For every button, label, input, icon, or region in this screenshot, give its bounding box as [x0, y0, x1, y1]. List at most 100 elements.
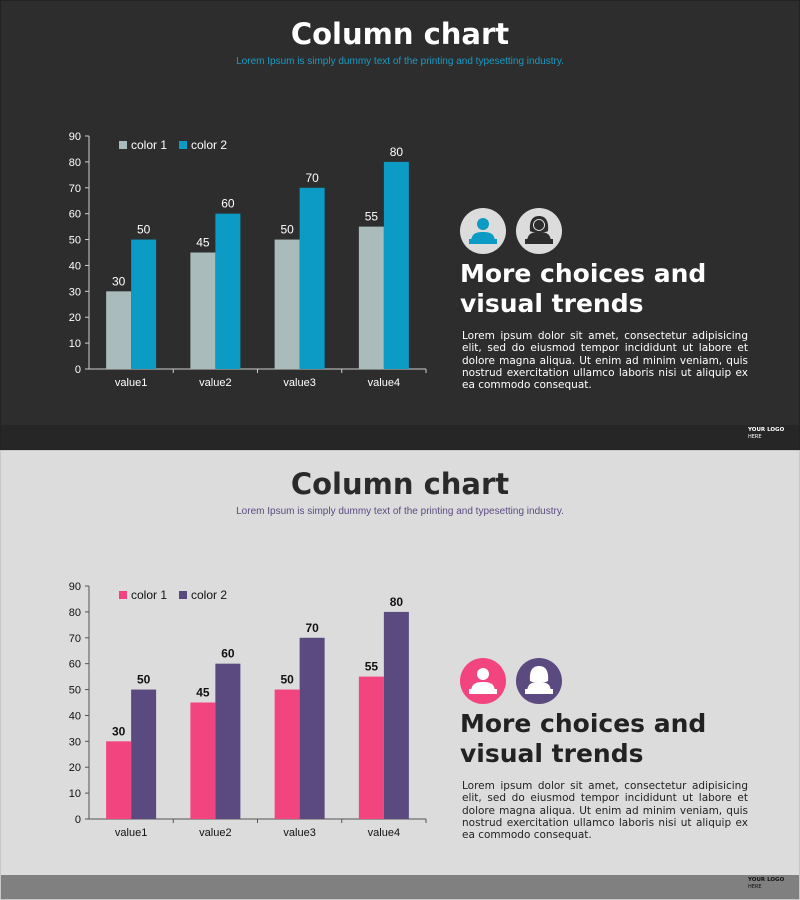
bar-2-value4	[383, 161, 409, 369]
slide-subtitle: Lorem Ipsum is simply dummy text of the …	[236, 506, 564, 517]
heading-line-2: visual trends	[460, 289, 644, 318]
logo-line-1: YOUR LOGO	[748, 427, 785, 433]
slide-light: Column chart Lorem Ipsum is simply dummy…	[0, 450, 800, 900]
logo-placeholder: YOUR LOGO HERE	[748, 427, 784, 441]
data-label: 50	[137, 223, 151, 237]
footer-band	[1, 425, 799, 449]
bar-1-value3	[274, 689, 300, 819]
y-tick-label: 0	[75, 814, 81, 826]
column-chart-svg: 0 10 20 30 40 50 60 70 80 90 30 50 value1 45 60 value2 5…	[69, 131, 427, 389]
woman-speaker-icon	[516, 208, 562, 254]
bar-1-value2	[190, 252, 216, 369]
x-tick-label: value3	[283, 827, 315, 839]
data-label: 60	[221, 197, 235, 211]
bar-2-value2	[215, 213, 241, 369]
data-label: 30	[112, 274, 126, 288]
bar-2-value4	[383, 611, 409, 819]
legend-swatch	[179, 591, 187, 599]
bar-1-value4	[358, 226, 384, 369]
y-tick-label: 90	[69, 131, 81, 143]
data-label: 70	[305, 171, 319, 185]
data-label: 45	[196, 686, 210, 700]
x-tick-label: value3	[283, 377, 315, 389]
y-tick-label: 0	[75, 364, 81, 376]
legend-swatch	[119, 591, 127, 599]
y-tick-label: 30	[69, 286, 81, 298]
bar-2-value3	[299, 637, 325, 819]
heading-line-1: More choices and	[460, 709, 707, 738]
body-paragraph: Lorem ipsum dolor sit amet, consectetur …	[462, 780, 748, 842]
y-tick-label: 80	[69, 607, 81, 619]
bar-2-value2	[215, 663, 241, 819]
data-label: 50	[137, 673, 151, 687]
icon-row	[460, 208, 562, 254]
x-tick-label: value2	[199, 827, 231, 839]
y-tick-label: 40	[69, 260, 81, 272]
y-tick-label: 10	[69, 788, 81, 800]
logo-line-1: YOUR LOGO	[748, 877, 785, 883]
legend-label: color 1	[131, 588, 167, 602]
bar-2-value3	[299, 187, 325, 369]
y-tick-label: 30	[69, 736, 81, 748]
bar-2-value1	[131, 239, 157, 369]
legend-swatch	[119, 141, 127, 149]
bar-1-value2	[190, 702, 216, 819]
y-tick-label: 60	[69, 209, 81, 221]
legend-label: color 2	[191, 588, 227, 602]
x-tick-label: value4	[368, 827, 400, 839]
y-tick-label: 20	[69, 312, 81, 324]
heading-line-1: More choices and	[460, 259, 707, 288]
y-tick-label: 20	[69, 762, 81, 774]
y-tick-label: 50	[69, 685, 81, 697]
bar-1-value3	[274, 239, 300, 369]
heading-line-2: visual trends	[460, 739, 644, 768]
bar-1-value4	[358, 676, 384, 819]
y-tick-label: 90	[69, 581, 81, 593]
legend-label: color 1	[131, 138, 167, 152]
slide-title: Column chart	[290, 17, 510, 51]
data-label: 45	[196, 236, 210, 250]
column-chart-svg: 0 10 20 30 40 50 60 70 80 90 30 50 value1 45 60 value2 5…	[69, 581, 427, 839]
section-heading: More choices and visual trends	[460, 709, 760, 769]
body-paragraph: Lorem ipsum dolor sit amet, consectetur …	[462, 330, 748, 392]
man-speaker-icon	[460, 208, 506, 254]
data-label: 55	[365, 210, 379, 224]
man-speaker-icon	[460, 658, 506, 704]
x-tick-label: value1	[115, 377, 147, 389]
column-chart: 0 10 20 30 40 50 60 70 80 90 30 50 value1 45 60 value2 5…	[51, 576, 441, 846]
logo-line-2: HERE	[748, 884, 762, 890]
x-tick-label: value1	[115, 827, 147, 839]
data-label: 55	[365, 660, 379, 674]
y-tick-label: 60	[69, 659, 81, 671]
data-label: 70	[305, 621, 319, 635]
bar-2-value1	[131, 689, 157, 819]
y-tick-label: 70	[69, 183, 81, 195]
y-tick-label: 10	[69, 338, 81, 350]
column-chart: 0 10 20 30 40 50 60 70 80 90 30 50 value1 45 60 value2 5…	[51, 126, 441, 396]
y-tick-label: 80	[69, 157, 81, 169]
footer-band	[1, 875, 799, 899]
woman-speaker-icon	[516, 658, 562, 704]
bar-1-value1	[106, 741, 132, 819]
section-heading: More choices and visual trends	[460, 259, 760, 319]
logo-line-2: HERE	[748, 434, 762, 440]
y-tick-label: 40	[69, 710, 81, 722]
slide-title: Column chart	[290, 467, 510, 501]
data-label: 30	[112, 724, 126, 738]
x-tick-label: value4	[368, 377, 400, 389]
data-label: 60	[221, 647, 235, 661]
legend-swatch	[179, 141, 187, 149]
y-tick-label: 50	[69, 235, 81, 247]
icon-row	[460, 658, 562, 704]
data-label: 80	[390, 595, 404, 609]
logo-placeholder: YOUR LOGO HERE	[748, 877, 784, 891]
y-tick-label: 70	[69, 633, 81, 645]
data-label: 50	[280, 223, 294, 237]
slide-dark: Column chart Lorem Ipsum is simply dummy…	[0, 0, 800, 450]
bar-1-value1	[106, 291, 132, 369]
data-label: 80	[390, 145, 404, 159]
slide-subtitle: Lorem Ipsum is simply dummy text of the …	[236, 56, 564, 67]
legend-label: color 2	[191, 138, 227, 152]
x-tick-label: value2	[199, 377, 231, 389]
data-label: 50	[280, 673, 294, 687]
